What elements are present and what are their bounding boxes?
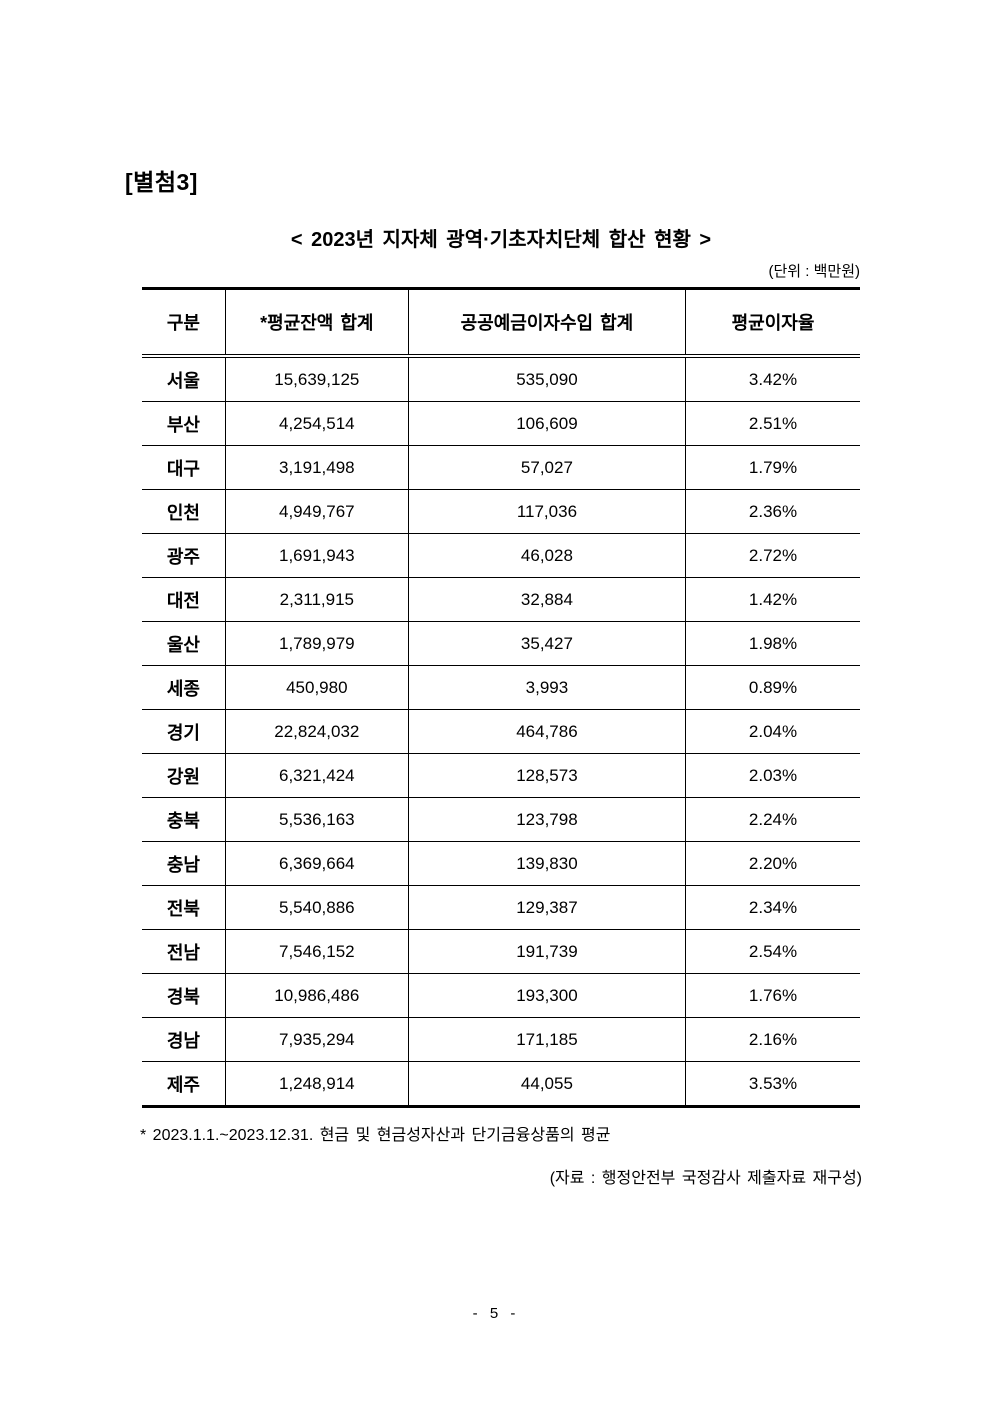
table-cell: 2.03% bbox=[685, 753, 860, 798]
table-cell: 2.04% bbox=[685, 709, 860, 754]
table-row: 제주 1,248,914 44,055 3.53% bbox=[142, 1061, 860, 1107]
table-cell: 2.16% bbox=[685, 1017, 860, 1062]
table-cell: 139,830 bbox=[407, 841, 686, 886]
table-cell: 3,993 bbox=[407, 665, 686, 710]
summary-table: 구분 *평균잔액 합계 공공예금이자수입 합계 평균이자율 서울 15,639,125 5… bbox=[142, 287, 860, 1108]
row-header: 인천 bbox=[142, 489, 226, 534]
column-header: 평균이자율 bbox=[685, 288, 860, 358]
table-cell: 464,786 bbox=[407, 709, 686, 754]
row-header: 전남 bbox=[142, 929, 226, 974]
table-cell: 2.36% bbox=[685, 489, 860, 534]
table-cell: 44,055 bbox=[407, 1061, 686, 1107]
table-cell: 117,036 bbox=[407, 489, 686, 534]
table-cell: 1.76% bbox=[685, 973, 860, 1018]
table-row: 대구 3,191,498 57,027 1.79% bbox=[142, 445, 860, 490]
table-cell: 57,027 bbox=[407, 445, 686, 490]
table-row: 광주 1,691,943 46,028 2.72% bbox=[142, 533, 860, 578]
row-header: 부산 bbox=[142, 401, 226, 446]
table-cell: 2.51% bbox=[685, 401, 860, 446]
row-header: 제주 bbox=[142, 1061, 226, 1107]
table-cell: 0.89% bbox=[685, 665, 860, 710]
table-row: 충북 5,536,163 123,798 2.24% bbox=[142, 797, 860, 842]
table-cell: 1.79% bbox=[685, 445, 860, 490]
row-header: 충남 bbox=[142, 841, 226, 886]
table-cell: 171,185 bbox=[407, 1017, 686, 1062]
table-cell: 2.34% bbox=[685, 885, 860, 930]
table-cell: 4,254,514 bbox=[224, 401, 409, 446]
table-row: 경남 7,935,294 171,185 2.16% bbox=[142, 1017, 860, 1062]
table-cell: 3,191,498 bbox=[224, 445, 409, 490]
attachment-label: [별첨3] bbox=[125, 169, 198, 195]
table-cell: 6,369,664 bbox=[224, 841, 409, 886]
table-cell: 1.98% bbox=[685, 621, 860, 666]
table-row: 경북 10,986,486 193,300 1.76% bbox=[142, 973, 860, 1018]
table-row: 전북 5,540,886 129,387 2.34% bbox=[142, 885, 860, 930]
table-cell: 35,427 bbox=[407, 621, 686, 666]
table-cell: 450,980 bbox=[224, 665, 409, 710]
table-cell: 123,798 bbox=[407, 797, 686, 842]
table-row: 부산 4,254,514 106,609 2.51% bbox=[142, 401, 860, 446]
table-cell: 32,884 bbox=[407, 577, 686, 622]
source-note: (자료 : 행정안전부 국정감사 제출자료 재구성) bbox=[549, 1170, 862, 1187]
table-row: 충남 6,369,664 139,830 2.20% bbox=[142, 841, 860, 886]
row-header: 전북 bbox=[142, 885, 226, 930]
table-cell: 7,546,152 bbox=[224, 929, 409, 974]
table-row: 세종 450,980 3,993 0.89% bbox=[142, 665, 860, 710]
table-cell: 191,739 bbox=[407, 929, 686, 974]
table-cell: 535,090 bbox=[407, 356, 686, 402]
table-cell: 15,639,125 bbox=[224, 356, 409, 402]
table-cell: 2.24% bbox=[685, 797, 860, 842]
table-cell: 106,609 bbox=[407, 401, 686, 446]
table-header-row: 구분 *평균잔액 합계 공공예금이자수입 합계 평균이자율 bbox=[142, 288, 860, 358]
column-header: 공공예금이자수입 합계 bbox=[407, 288, 686, 358]
table-cell: 7,935,294 bbox=[224, 1017, 409, 1062]
table-cell: 3.53% bbox=[685, 1061, 860, 1107]
row-header: 대구 bbox=[142, 445, 226, 490]
table-row: 인천 4,949,767 117,036 2.36% bbox=[142, 489, 860, 534]
table-cell: 1,691,943 bbox=[224, 533, 409, 578]
table-cell: 46,028 bbox=[407, 533, 686, 578]
table-row: 강원 6,321,424 128,573 2.03% bbox=[142, 753, 860, 798]
unit-note: (단위 : 백만원) bbox=[768, 263, 861, 280]
table-cell: 2,311,915 bbox=[224, 577, 409, 622]
row-header: 대전 bbox=[142, 577, 226, 622]
row-header: 충북 bbox=[142, 797, 226, 842]
table-row: 울산 1,789,979 35,427 1.98% bbox=[142, 621, 860, 666]
row-header: 광주 bbox=[142, 533, 226, 578]
table-cell: 193,300 bbox=[407, 973, 686, 1018]
row-header: 서울 bbox=[166, 370, 200, 391]
table-cell: 129,387 bbox=[407, 885, 686, 930]
row-header: 울산 bbox=[142, 621, 226, 666]
table-cell: 2.20% bbox=[685, 841, 860, 886]
page-number: - 5 - bbox=[472, 1305, 520, 1322]
table-cell: 128,573 bbox=[407, 753, 686, 798]
table-row: 서울 15,639,125 535,090 3.42% bbox=[142, 356, 860, 402]
table-row: 경기 22,824,032 464,786 2.04% bbox=[142, 709, 860, 754]
table-cell: 5,540,886 bbox=[224, 885, 409, 930]
row-header: 강원 bbox=[142, 753, 226, 798]
table-cell: 1,789,979 bbox=[224, 621, 409, 666]
column-header: *평균잔액 합계 bbox=[224, 288, 409, 358]
column-header: 구분 bbox=[142, 288, 226, 358]
table-cell: 2.72% bbox=[685, 533, 860, 578]
table-cell: 4,949,767 bbox=[224, 489, 409, 534]
table-cell: 22,824,032 bbox=[224, 709, 409, 754]
table-row: 대전 2,311,915 32,884 1.42% bbox=[142, 577, 860, 622]
table-cell: 5,536,163 bbox=[224, 797, 409, 842]
table-body: 서울 15,639,125 535,090 3.42% 부산 4,254,514 106,6… bbox=[142, 356, 860, 1107]
table-cell: 1.42% bbox=[685, 577, 860, 622]
table-cell: 1,248,914 bbox=[224, 1061, 409, 1107]
row-header: 경남 bbox=[142, 1017, 226, 1062]
table-row: 전남 7,546,152 191,739 2.54% bbox=[142, 929, 860, 974]
page-title: < 2023년 지자체 광역·기초자치단체 합산 현황 > bbox=[290, 229, 712, 251]
row-header: 경북 bbox=[142, 973, 226, 1018]
table-cell: 10,986,486 bbox=[224, 973, 409, 1018]
table-cell: 3.42% bbox=[685, 356, 860, 402]
row-header: 세종 bbox=[142, 665, 226, 710]
table-cell: 2.54% bbox=[685, 929, 860, 974]
footnote: * 2023.1.1.~2023.12.31. 현금 및 현금성자산과 단기금융… bbox=[140, 1127, 611, 1144]
row-header: 경기 bbox=[142, 709, 226, 754]
table-cell: 6,321,424 bbox=[224, 753, 409, 798]
